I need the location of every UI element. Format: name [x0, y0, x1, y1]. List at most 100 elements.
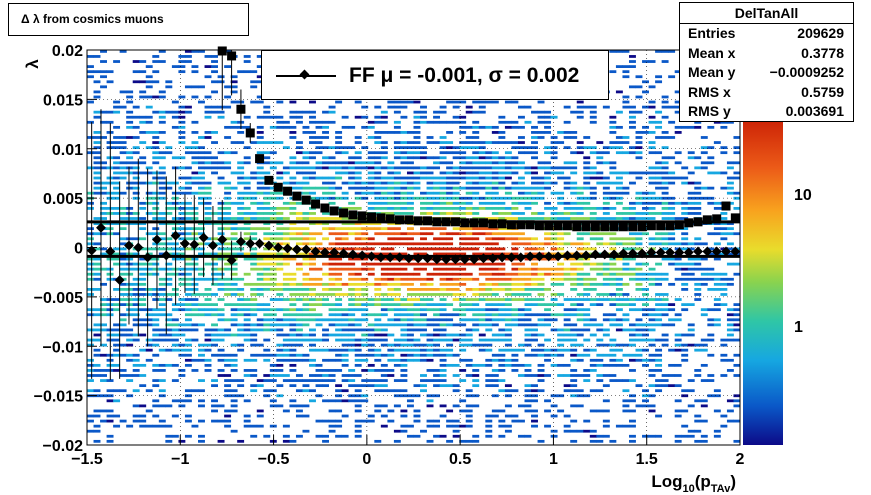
heatmap-cell — [119, 272, 127, 276]
heatmap-cell — [191, 232, 199, 236]
heatmap-cell — [576, 308, 584, 312]
heatmap-cell — [472, 206, 480, 210]
heatmap-cell — [661, 237, 669, 241]
heatmap-cell — [707, 252, 715, 256]
heatmap-cell — [341, 232, 349, 236]
heatmap-cell — [648, 409, 656, 413]
heatmap-cell — [615, 379, 623, 382]
heatmap-cell — [256, 151, 264, 155]
heatmap-cell — [132, 419, 140, 423]
diamond-point — [347, 249, 358, 260]
square-point — [553, 221, 563, 231]
heatmap-cell — [583, 298, 591, 301]
heatmap-cell — [224, 186, 232, 190]
heatmap-cell — [263, 186, 271, 190]
heatmap-cell — [420, 288, 427, 291]
heatmap-cell — [472, 212, 480, 215]
heatmap-cell — [224, 288, 232, 291]
heatmap-cell — [406, 206, 414, 210]
heatmap-cell — [531, 333, 538, 337]
heatmap-cell — [570, 272, 578, 276]
heatmap-cell — [93, 222, 101, 225]
heatmap-cell — [119, 166, 127, 170]
heatmap-cell — [707, 288, 715, 291]
heatmap-cell — [341, 323, 349, 327]
y-tick-label: 0.02 — [52, 43, 83, 60]
heatmap-cell — [328, 262, 336, 266]
heatmap-cell — [655, 303, 663, 306]
heatmap-cell — [87, 267, 94, 271]
diamond-point — [180, 238, 190, 249]
heatmap-cell — [491, 151, 499, 155]
heatmap-cell — [250, 434, 258, 438]
heatmap-cell — [537, 277, 545, 281]
heatmap-cell — [139, 404, 147, 408]
heatmap-cell — [393, 288, 401, 291]
heatmap-cell — [459, 232, 467, 236]
heatmap-cell — [315, 120, 323, 124]
stats-value: 0.5759 — [801, 83, 844, 100]
heatmap-cell — [126, 166, 134, 170]
heatmap-cell — [570, 358, 578, 362]
heatmap-cell — [315, 282, 323, 286]
heatmap-cell — [198, 247, 205, 251]
heatmap-cell — [328, 379, 336, 382]
heatmap-cell — [132, 288, 140, 291]
heatmap-cell — [282, 232, 290, 236]
heatmap-cell — [681, 166, 689, 170]
heatmap-cell — [158, 252, 166, 256]
heatmap-cell — [628, 217, 636, 220]
square-point — [320, 203, 330, 213]
heatmap-cell — [171, 65, 179, 68]
heatmap-cell — [198, 293, 205, 296]
heatmap-cell — [452, 227, 460, 231]
heatmap-cell — [544, 131, 552, 134]
heatmap-cell — [485, 156, 493, 160]
heatmap-cell — [374, 161, 382, 165]
heatmap-cell — [589, 110, 597, 114]
heatmap-cell — [256, 100, 264, 104]
heatmap-cell — [576, 328, 584, 332]
heatmap-cell — [184, 308, 192, 312]
heatmap-cell — [198, 222, 205, 225]
heatmap-cell — [387, 166, 395, 170]
heatmap-cell — [243, 176, 251, 180]
heatmap-cell — [465, 288, 473, 291]
heatmap-cell — [589, 333, 597, 337]
diamond-point — [497, 252, 508, 263]
heatmap-cell — [289, 308, 297, 312]
heatmap-cell — [152, 272, 160, 276]
heatmap-cell — [309, 328, 316, 332]
heatmap-cell — [465, 181, 473, 185]
heatmap-cell — [472, 404, 480, 408]
heatmap-cell — [433, 196, 441, 200]
heatmap-cell — [93, 257, 101, 261]
heatmap-cell — [511, 212, 519, 215]
heatmap-cell — [439, 110, 447, 114]
heatmap-cell — [309, 237, 316, 241]
heatmap-cell — [531, 252, 538, 256]
heatmap-cell — [139, 384, 147, 388]
heatmap-cell — [674, 161, 682, 165]
heatmap-cell — [537, 318, 545, 322]
heatmap-cell — [165, 434, 173, 438]
heatmap-cell — [93, 323, 101, 327]
heatmap-cell — [380, 201, 388, 205]
heatmap-cell — [126, 424, 134, 428]
heatmap-cell — [87, 75, 94, 79]
heatmap-cell — [113, 333, 121, 337]
heatmap-cell — [295, 323, 303, 327]
heatmap-cell — [628, 146, 636, 150]
heatmap-cell — [491, 186, 499, 190]
heatmap-cell — [622, 343, 630, 347]
heatmap-cell — [459, 318, 467, 322]
heatmap-cell — [348, 303, 356, 306]
heatmap-cell — [152, 404, 160, 408]
heatmap-cell — [211, 272, 218, 276]
heatmap-cell — [393, 196, 401, 200]
heatmap-cell — [295, 308, 303, 312]
heatmap-cell — [354, 257, 362, 261]
heatmap-cell — [615, 328, 623, 332]
heatmap-cell — [152, 293, 160, 296]
heatmap-cell — [198, 323, 205, 327]
